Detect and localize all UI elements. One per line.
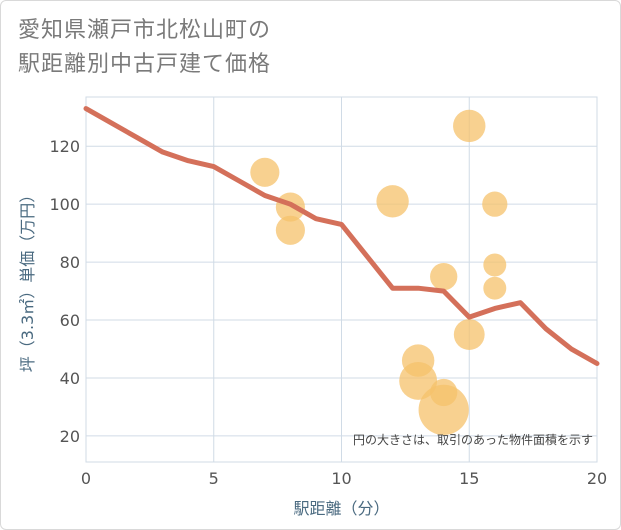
bubble-point [275, 215, 305, 245]
y-tick-label: 60 [60, 311, 80, 330]
grid-lines [85, 96, 598, 463]
x-tick-label: 20 [587, 469, 607, 488]
trend-line [83, 106, 600, 367]
x-tick-label: 0 [81, 469, 91, 488]
bubble-point [376, 185, 409, 218]
x-tick-label: 10 [331, 469, 351, 488]
y-tick-label: 120 [49, 137, 80, 156]
bubble-point [250, 157, 280, 187]
chart-title-line2: 駅距離別中古戸建て価格 [18, 52, 272, 77]
bubble-point [453, 109, 486, 143]
chart-title-line1: 愛知県瀬戸市北松山町の [18, 18, 272, 43]
chart-title: 愛知県瀬戸市北松山町の 駅距離別中古戸建て価格 [18, 14, 271, 82]
x-tick-label: 5 [209, 469, 219, 488]
y-tick-label: 80 [60, 253, 80, 272]
bubble-point [483, 253, 507, 277]
bubble-point [482, 191, 508, 217]
x-axis-label: 駅距離（分） [293, 499, 389, 518]
bubble-point [399, 361, 438, 400]
y-tick-label: 40 [60, 369, 80, 388]
y-tick-label: 20 [60, 427, 80, 446]
bubble-point [453, 319, 485, 350]
trend-line-series [83, 106, 600, 367]
bubble-point [418, 384, 469, 435]
bubble-series [250, 109, 508, 435]
y-axis-label: 坪（3.3㎡）単価（万円） [18, 187, 37, 372]
x-tick-label: 15 [459, 469, 479, 488]
bubble-point [430, 262, 458, 291]
y-tick-label: 100 [49, 195, 80, 214]
bubble-point [483, 276, 507, 300]
size-note: 円の大きさは、取引のあった物件面積を示す [353, 432, 593, 447]
axis-ticks: 0 5 10 15 20 20 40 60 80 100 120 [49, 137, 607, 488]
